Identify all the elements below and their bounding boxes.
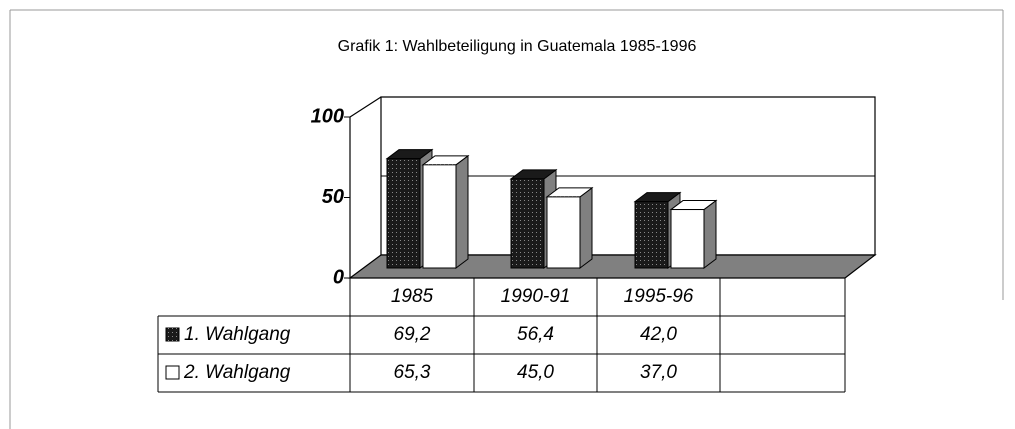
value-label: 69,2 <box>394 324 431 345</box>
value-label: 56,4 <box>517 324 554 345</box>
x-tick-label: 1990-91 <box>501 286 571 307</box>
value-label: 45,0 <box>517 362 554 383</box>
bar-side <box>455 154 469 269</box>
bar-texture <box>511 178 544 268</box>
bar-texture <box>547 196 580 268</box>
value-label: 42,0 <box>640 324 677 345</box>
value-label: 65,3 <box>394 362 431 383</box>
chart-title: Grafik 1: Wahlbeteiligung in Guatemala 1… <box>338 38 697 55</box>
legend-label: 1. Wahlgang <box>184 324 291 345</box>
bar-side <box>579 186 593 269</box>
y-tick-label: 100 <box>311 105 344 127</box>
y-tick-label: 50 <box>322 186 344 208</box>
bar-side <box>703 199 717 269</box>
value-label: 37,0 <box>640 362 677 383</box>
legend-label: 2. Wahlgang <box>183 362 291 383</box>
bar-texture <box>423 164 456 268</box>
bar-texture <box>387 158 420 268</box>
bar-texture <box>671 209 704 268</box>
frame <box>9 9 1004 429</box>
x-tick-label: 1995-96 <box>624 286 694 307</box>
x-tick-label: 1985 <box>391 286 434 307</box>
legend-key-texture <box>166 328 179 341</box>
bar-texture <box>635 201 668 268</box>
legend-key-texture <box>166 366 179 379</box>
y-tick-label: 0 <box>333 266 344 288</box>
data-table <box>157 278 846 393</box>
